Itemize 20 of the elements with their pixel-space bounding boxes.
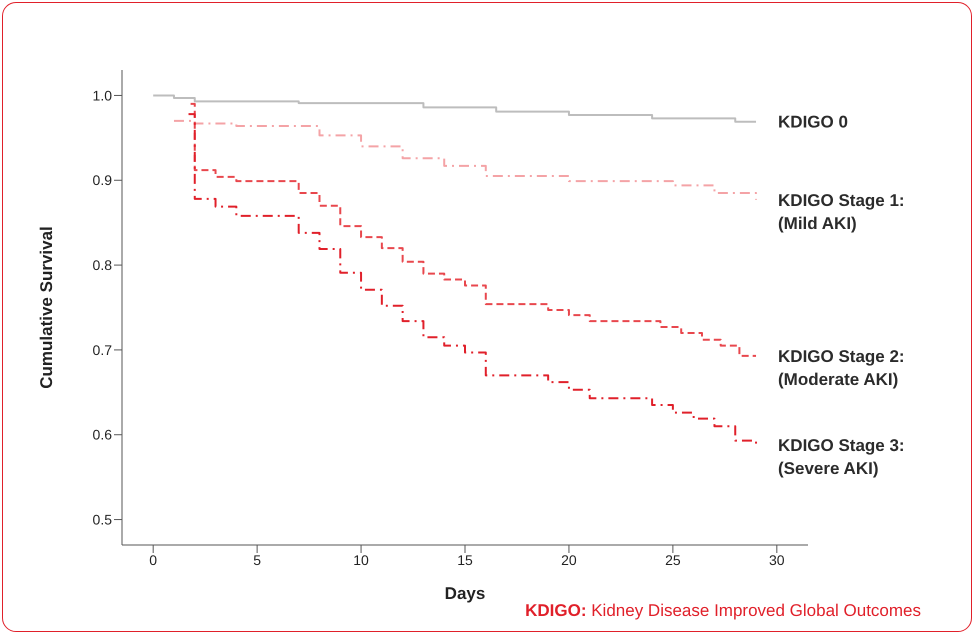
x-tick-label: 30 xyxy=(769,552,785,568)
text: KDIGO: Kidney Disease Improved Global Outcomes xyxy=(525,601,921,621)
series-label: KDIGO 0 xyxy=(778,112,848,132)
y-tick-label: 0.9 xyxy=(92,172,112,188)
x-tick-label: 10 xyxy=(353,552,370,568)
y-tick-label: 1.0 xyxy=(92,87,112,104)
x-tick-label: 25 xyxy=(665,552,681,568)
y-tick-label: 0.6 xyxy=(92,426,112,443)
y-tick-label: 0.8 xyxy=(92,257,112,274)
x-tick-label: 5 xyxy=(253,552,262,568)
x-tick-label: 20 xyxy=(561,552,577,568)
y-tick-label: 0.5 xyxy=(92,512,112,528)
series-label: KDIGO Stage 3: (Severe AKI) xyxy=(778,436,905,478)
y-axis-title: Cumulative Survival xyxy=(37,226,56,389)
x-tick-label: 15 xyxy=(457,552,473,568)
x-axis-title: Days xyxy=(444,584,486,603)
y-tick-label: 0.7 xyxy=(92,342,112,358)
x-tick-label: 0 xyxy=(149,552,158,568)
series-label: KDIGO Stage 1: (Mild AKI) xyxy=(778,190,905,233)
series-label: KDIGO Stage 2: (Moderate AKI) xyxy=(778,346,905,389)
